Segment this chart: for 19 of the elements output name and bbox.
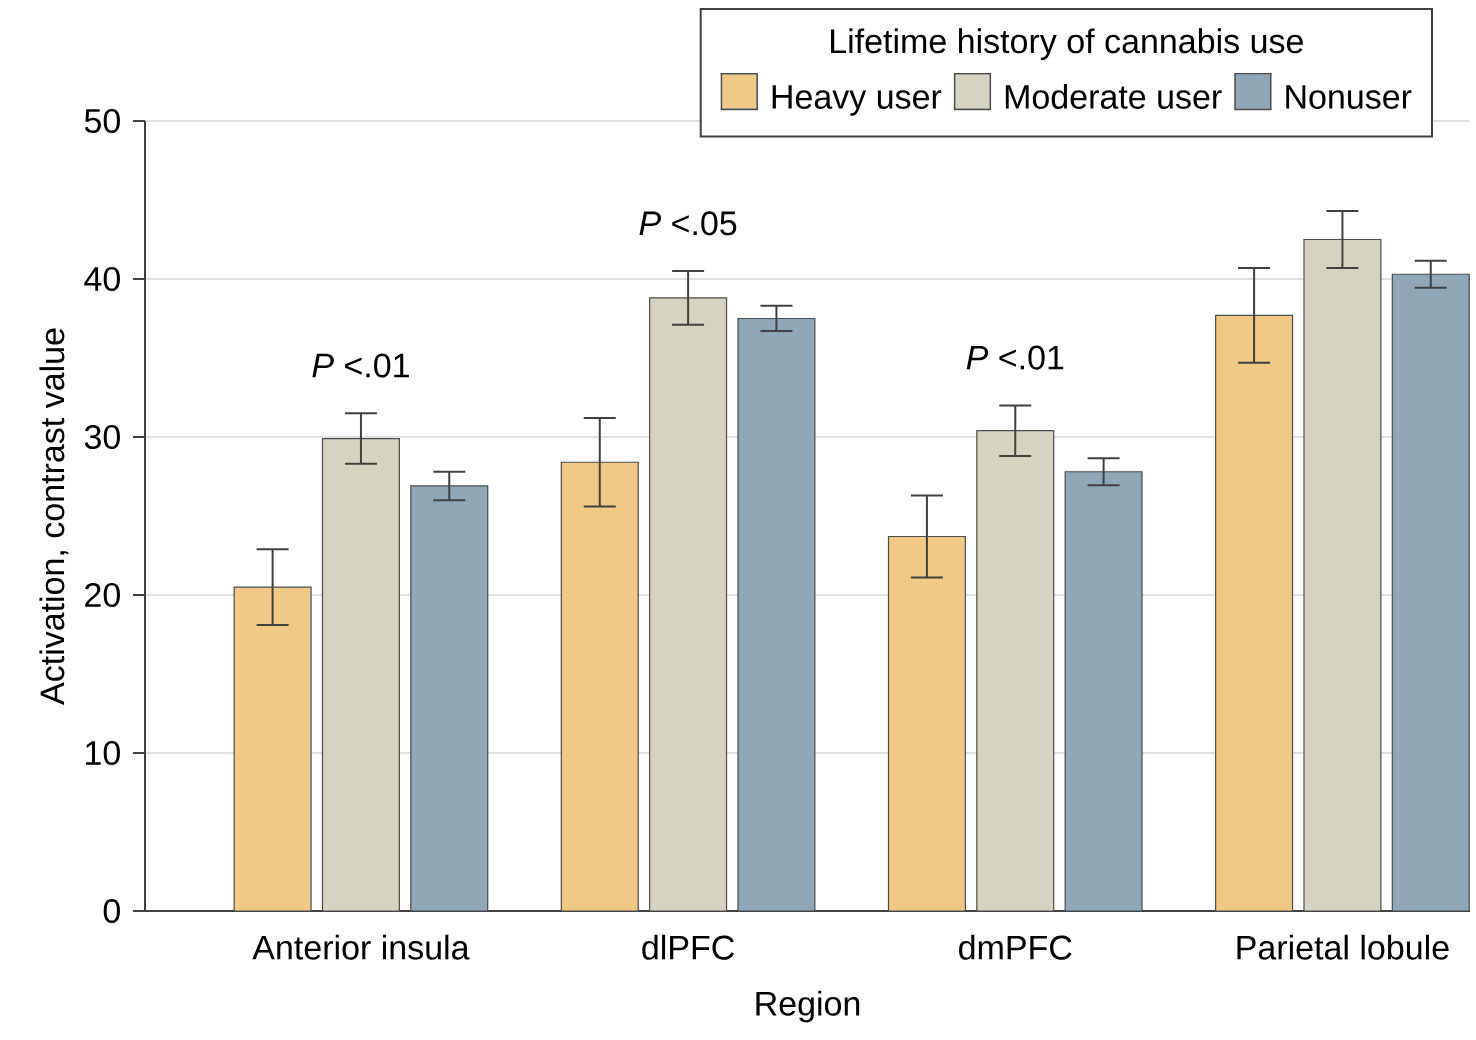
annotation: P <.05 xyxy=(639,211,737,236)
y-tick-label: 50 xyxy=(84,108,120,134)
y-tick-label: 10 xyxy=(86,740,120,766)
annotation: P <.01 xyxy=(312,353,409,378)
x-tick-label: dlPFC xyxy=(642,934,735,960)
x-tick-label: Anterior insula xyxy=(252,934,470,960)
y-axis-title: Activation, contrast value xyxy=(39,328,69,705)
y-tick-label: 20 xyxy=(85,582,120,608)
legend-label: Heavy user xyxy=(772,85,942,116)
x-tick-label: Parietal lobule xyxy=(1237,934,1449,960)
x-tick-label: dmPFC xyxy=(959,934,1072,960)
y-tick-label: 0 xyxy=(103,898,120,924)
legend-label: Moderate user xyxy=(1005,83,1222,109)
legend-label: Nonuser xyxy=(1286,85,1412,109)
x-axis-title: Region xyxy=(756,990,860,1023)
annotation: P <.01 xyxy=(966,345,1064,370)
legend-title: Lifetime history of cannabis use xyxy=(831,28,1303,61)
y-tick-label: 30 xyxy=(84,424,120,450)
y-tick-label: 40 xyxy=(84,266,120,292)
